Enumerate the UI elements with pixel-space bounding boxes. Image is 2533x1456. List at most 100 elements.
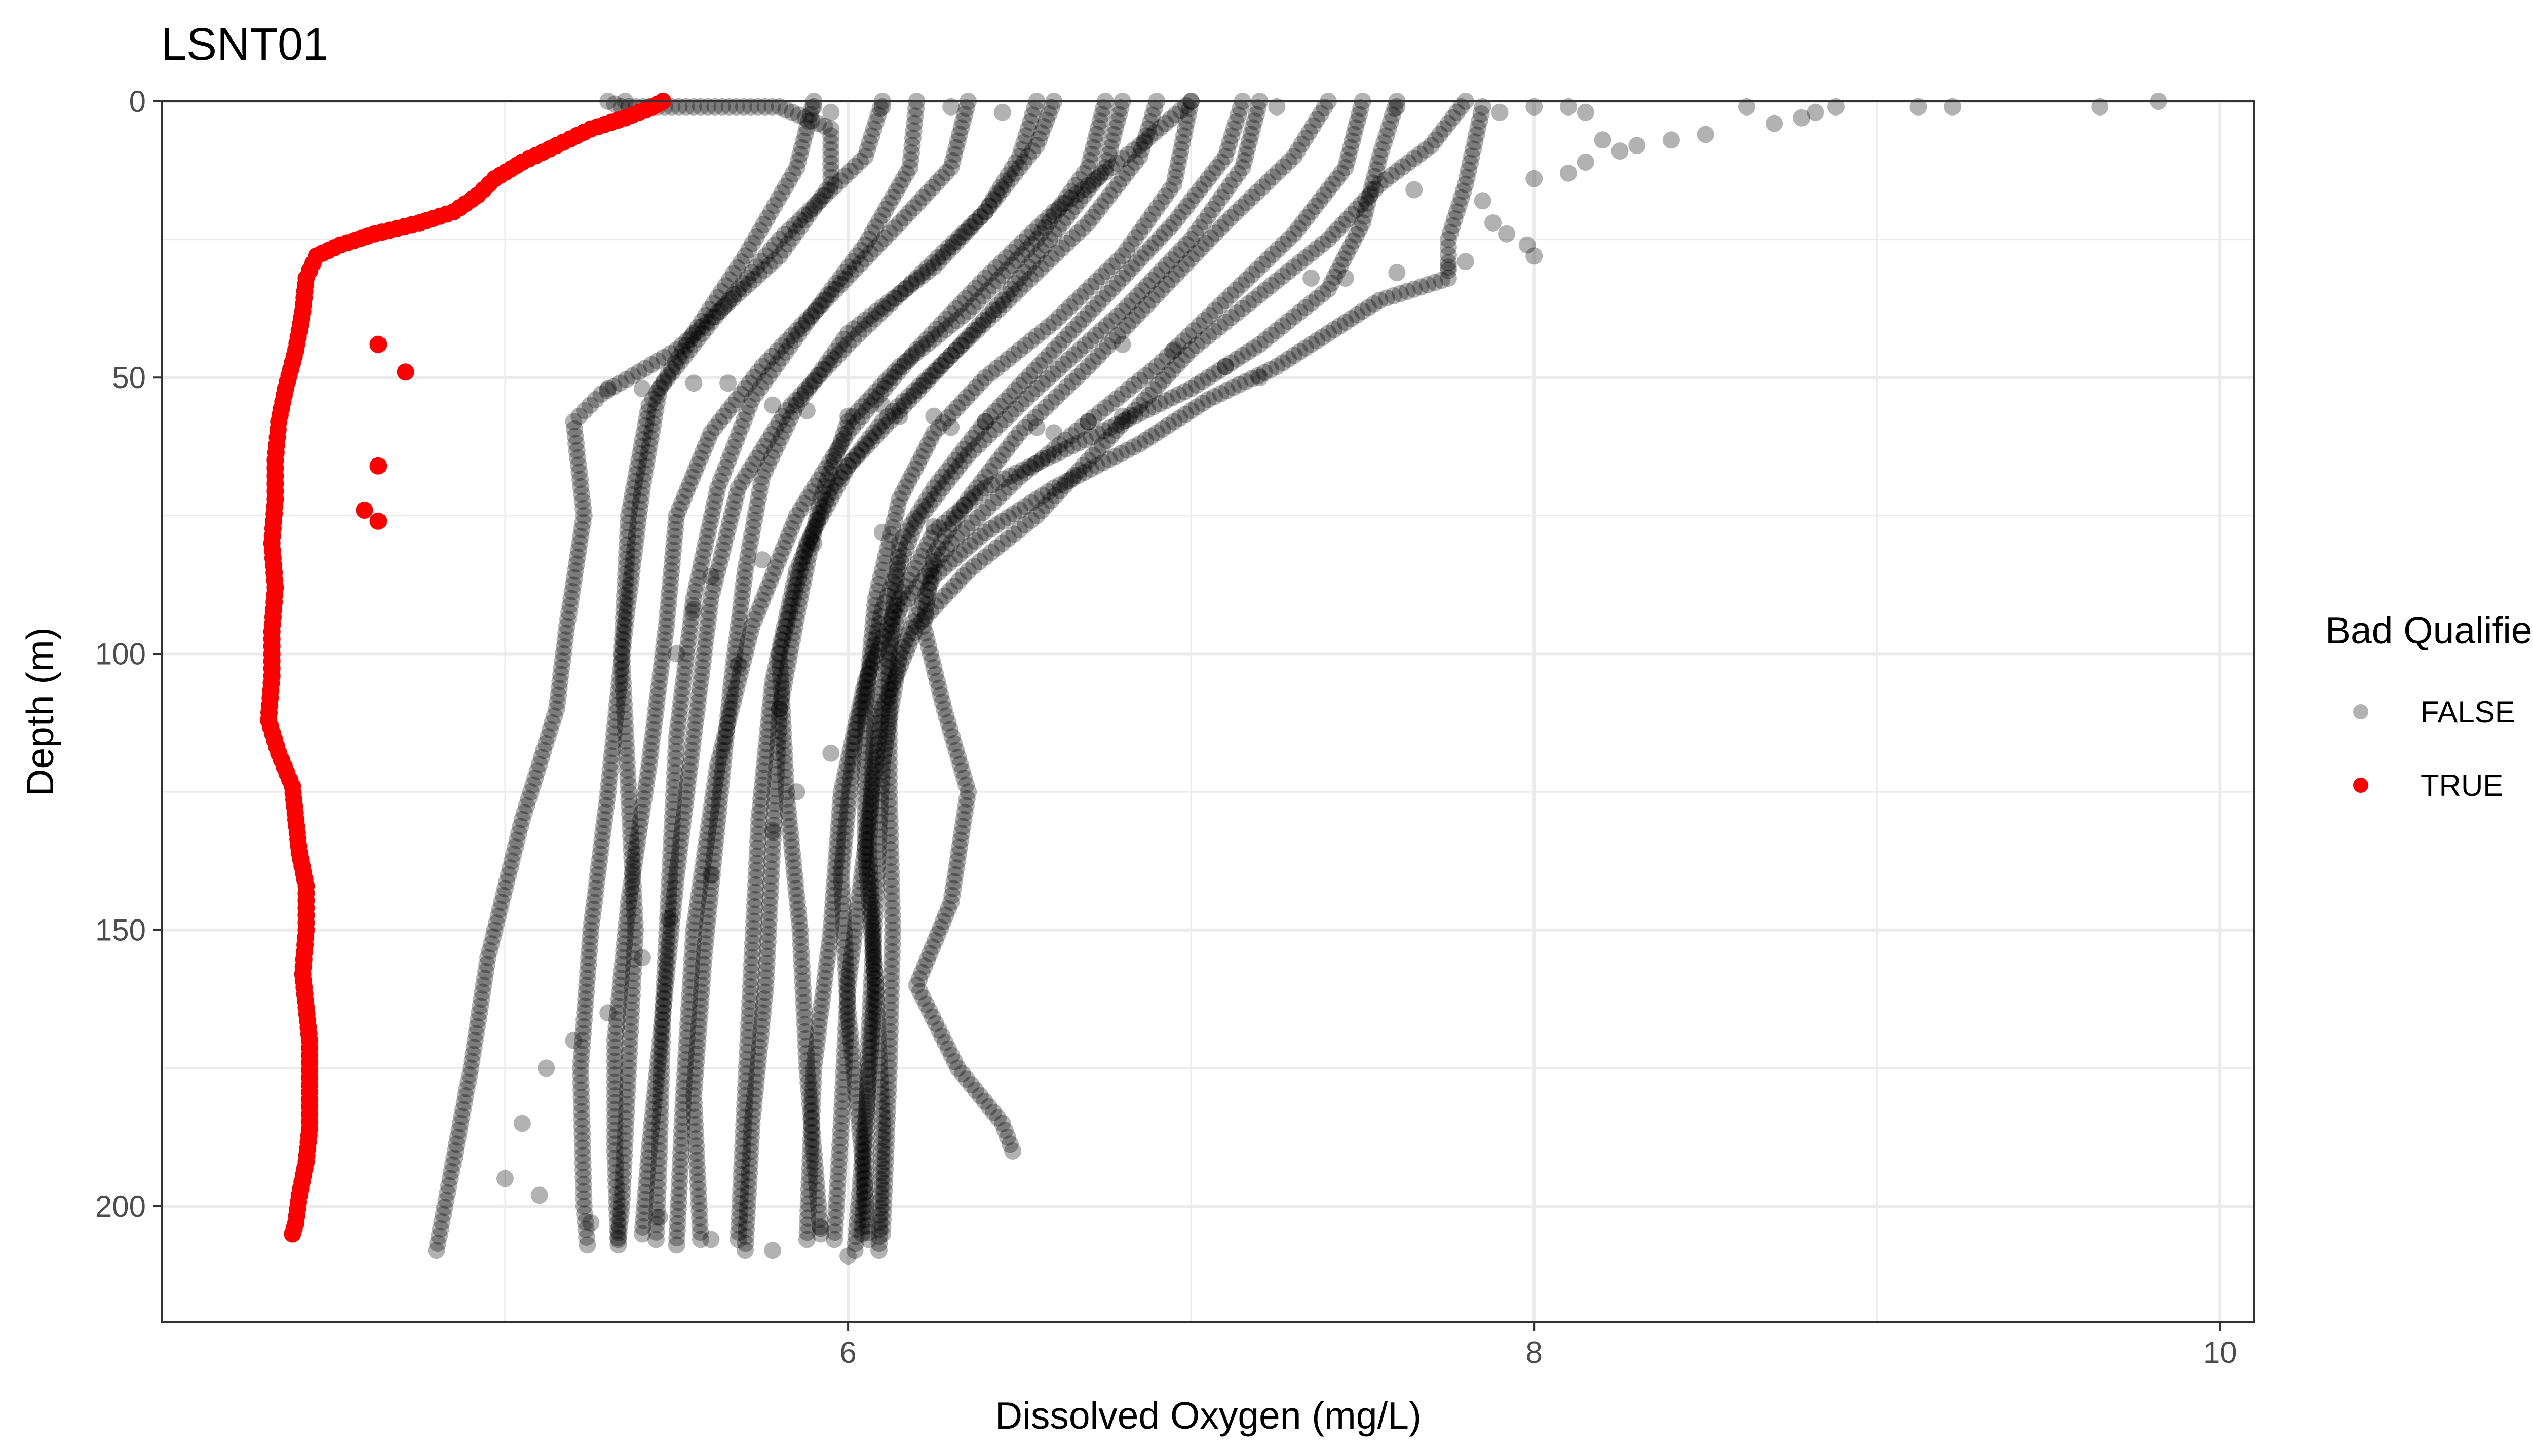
plot-area bbox=[161, 93, 2255, 1323]
data-point bbox=[805, 534, 823, 552]
data-point bbox=[991, 398, 1009, 415]
data-point bbox=[787, 610, 805, 628]
data-point bbox=[1200, 170, 1217, 187]
data-point bbox=[998, 441, 1016, 458]
data-point bbox=[746, 1087, 763, 1104]
data-point bbox=[462, 1059, 480, 1077]
data-point bbox=[839, 325, 857, 342]
data-point bbox=[768, 751, 786, 769]
data-point bbox=[737, 1228, 755, 1245]
data-point bbox=[822, 127, 840, 145]
data-point bbox=[1013, 246, 1031, 263]
data-point bbox=[1004, 1142, 1022, 1160]
data-point bbox=[797, 561, 815, 579]
data-point bbox=[862, 914, 880, 932]
data-point bbox=[1611, 142, 1629, 160]
data-point bbox=[625, 859, 642, 877]
y-tick-label: 200 bbox=[95, 1190, 146, 1223]
data-point bbox=[857, 1107, 874, 1125]
data-point bbox=[976, 468, 994, 486]
data-point bbox=[1388, 264, 1406, 282]
data-point bbox=[858, 1094, 875, 1112]
legend-key-false bbox=[2353, 704, 2368, 719]
data-point bbox=[876, 1160, 894, 1178]
data-point bbox=[1011, 341, 1028, 359]
data-point bbox=[956, 106, 974, 124]
data-point bbox=[913, 339, 931, 357]
data-point bbox=[880, 769, 898, 786]
data-point bbox=[1109, 275, 1127, 292]
data-point bbox=[608, 1193, 626, 1210]
data-point bbox=[1024, 106, 1041, 124]
data-point bbox=[728, 624, 746, 642]
data-point bbox=[701, 887, 719, 904]
data-point bbox=[1061, 298, 1079, 316]
data-point bbox=[648, 693, 666, 711]
data-point bbox=[896, 280, 914, 298]
data-point bbox=[928, 174, 946, 191]
data-point bbox=[431, 1227, 448, 1245]
data-point bbox=[857, 758, 874, 776]
data-point bbox=[837, 419, 855, 437]
data-point bbox=[857, 707, 874, 725]
data-point bbox=[775, 423, 793, 440]
data-point bbox=[910, 504, 928, 521]
data-point bbox=[584, 907, 601, 925]
data-point bbox=[968, 424, 985, 442]
data-point bbox=[500, 866, 517, 884]
data-point bbox=[881, 1030, 899, 1048]
data-point bbox=[686, 1066, 704, 1084]
data-point bbox=[566, 420, 583, 438]
data-point bbox=[476, 970, 493, 987]
data-point bbox=[688, 1159, 706, 1176]
data-point bbox=[575, 1011, 593, 1028]
data-point bbox=[814, 484, 832, 502]
data-point bbox=[587, 391, 604, 408]
data-point bbox=[803, 112, 821, 130]
data-point bbox=[1172, 260, 1190, 278]
data-point bbox=[872, 378, 890, 396]
data-point bbox=[743, 1129, 760, 1146]
data-point bbox=[720, 693, 738, 711]
data-point bbox=[948, 399, 966, 416]
data-point bbox=[853, 1157, 871, 1174]
data-point bbox=[655, 349, 673, 366]
data-point bbox=[885, 289, 903, 307]
data-point bbox=[702, 1231, 720, 1248]
data-point bbox=[934, 414, 952, 432]
data-point bbox=[793, 583, 811, 600]
data-point bbox=[1456, 253, 1474, 271]
data-point bbox=[741, 1157, 758, 1174]
data-point bbox=[816, 187, 834, 204]
data-point bbox=[651, 666, 669, 683]
data-point bbox=[593, 831, 611, 849]
data-point bbox=[541, 721, 559, 739]
data-point bbox=[659, 603, 676, 621]
data-point bbox=[1062, 183, 1080, 201]
data-point bbox=[1316, 99, 1333, 117]
data-point bbox=[688, 1039, 706, 1056]
data-point bbox=[713, 769, 731, 787]
data-point bbox=[573, 492, 591, 510]
data-point bbox=[638, 769, 656, 787]
data-point bbox=[606, 1150, 624, 1167]
data-point bbox=[1165, 341, 1183, 359]
data-point bbox=[777, 101, 795, 119]
data-point bbox=[673, 494, 690, 512]
data-point bbox=[818, 355, 835, 372]
data-point bbox=[704, 308, 721, 326]
data-point bbox=[668, 1236, 685, 1254]
data-point bbox=[1045, 341, 1063, 359]
data-point bbox=[811, 497, 828, 515]
data-point bbox=[963, 218, 980, 236]
data-point bbox=[631, 818, 649, 835]
data-point bbox=[464, 1046, 482, 1063]
data-point bbox=[861, 900, 879, 918]
data-point bbox=[876, 1153, 894, 1171]
data-point bbox=[886, 363, 904, 380]
data-point bbox=[761, 882, 779, 900]
data-point bbox=[457, 1087, 475, 1104]
data-point bbox=[1232, 99, 1249, 117]
data-point bbox=[880, 747, 898, 764]
data-point bbox=[861, 894, 878, 911]
